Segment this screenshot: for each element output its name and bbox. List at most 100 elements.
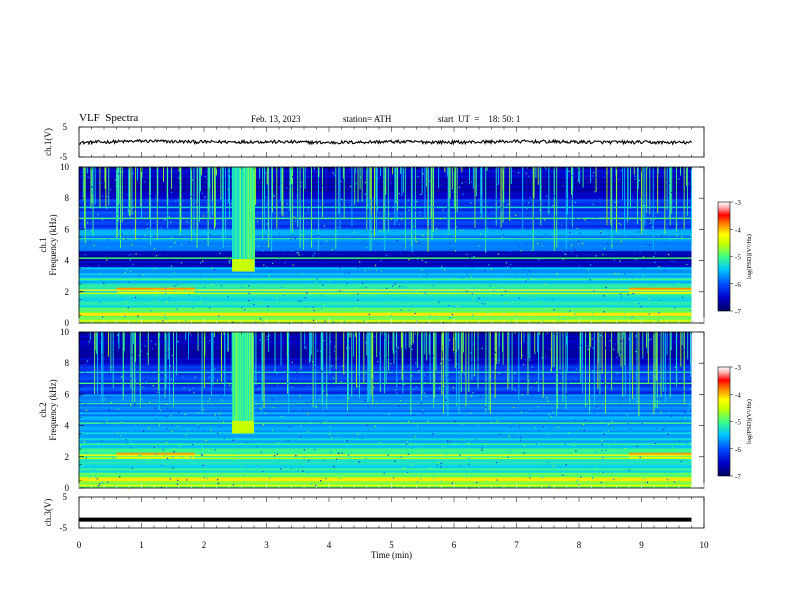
speckle <box>515 214 517 216</box>
speckle <box>539 300 541 302</box>
speckle <box>302 409 304 411</box>
sferic <box>544 167 546 169</box>
speckle <box>276 453 278 455</box>
sferic <box>214 332 215 337</box>
speckle <box>149 227 151 229</box>
speckle <box>567 340 569 342</box>
sferic <box>353 332 355 357</box>
speckle <box>371 210 373 213</box>
speckle <box>579 232 581 235</box>
speckle <box>670 260 672 262</box>
speckle <box>144 199 146 201</box>
speckle <box>164 372 166 374</box>
speckle <box>153 367 155 369</box>
speckle <box>389 209 391 212</box>
sferic <box>263 332 265 408</box>
speckle <box>102 482 105 484</box>
speckle <box>451 482 453 484</box>
speckle <box>466 361 468 363</box>
speckle <box>269 241 271 243</box>
speckle <box>530 386 533 388</box>
speckle <box>278 233 281 235</box>
speckle <box>296 217 299 219</box>
speckle <box>120 435 122 437</box>
speckle <box>420 478 422 480</box>
sferic <box>606 167 608 226</box>
speckle <box>479 395 481 398</box>
speckle <box>468 457 470 459</box>
speckle <box>603 247 606 249</box>
sferic <box>654 332 656 408</box>
speckle <box>439 218 442 220</box>
sferic <box>347 332 349 412</box>
speckle <box>262 424 264 426</box>
speckle <box>154 299 156 301</box>
speckle <box>447 443 449 445</box>
speckle <box>305 306 307 308</box>
speckle <box>296 377 298 379</box>
spec-band <box>79 420 692 423</box>
spec-band <box>79 253 692 256</box>
speckle <box>510 403 512 405</box>
speckle <box>368 313 370 316</box>
speckle <box>177 199 179 201</box>
x-tick-label: 7 <box>514 540 519 550</box>
speckle <box>106 195 108 198</box>
speckle <box>619 260 621 262</box>
speckle <box>348 482 350 484</box>
burst-streak <box>239 332 241 434</box>
speckle <box>580 345 582 347</box>
sferic <box>538 332 540 392</box>
speckle <box>259 304 262 306</box>
speckle <box>203 231 205 233</box>
speckle <box>440 196 443 198</box>
spec-band <box>79 362 692 365</box>
speckle <box>674 366 677 368</box>
sferic <box>369 332 371 402</box>
speckle <box>123 261 125 263</box>
spec-band <box>79 406 692 409</box>
sferic <box>388 332 390 371</box>
speckle <box>306 472 309 474</box>
speckle <box>290 238 292 241</box>
speckle <box>296 371 298 374</box>
sferic <box>121 167 123 223</box>
ch3-ytick-label: 8 <box>65 358 70 368</box>
speckle <box>448 317 450 319</box>
speckle <box>112 457 115 459</box>
sferic <box>431 167 433 240</box>
speckle <box>415 290 418 293</box>
speckle <box>178 184 180 186</box>
speckle <box>392 285 394 287</box>
speckle <box>89 241 91 243</box>
speckle <box>442 358 444 360</box>
sferic <box>426 167 427 187</box>
speckle <box>216 397 218 399</box>
speckle <box>401 421 403 423</box>
speckle <box>672 307 675 309</box>
speckle <box>126 268 128 271</box>
speckle <box>243 474 245 476</box>
speckle <box>132 388 134 390</box>
speckle <box>141 458 143 460</box>
speckle <box>144 181 146 183</box>
spec-band <box>79 275 692 278</box>
sferic <box>486 167 488 171</box>
speckle <box>500 228 502 230</box>
speckle <box>182 290 185 293</box>
speckle <box>207 477 209 480</box>
speckle <box>287 439 289 441</box>
speckle <box>666 479 669 481</box>
sferic <box>611 167 613 249</box>
speckle <box>641 423 643 425</box>
speckle <box>646 441 648 443</box>
speckle <box>153 343 155 345</box>
sferic <box>409 332 411 334</box>
sferic <box>149 167 151 220</box>
speckle <box>278 186 280 189</box>
speckle <box>273 406 275 409</box>
speckle <box>288 296 290 298</box>
sferic <box>354 167 356 173</box>
speckle <box>325 240 328 242</box>
speckle <box>133 206 135 208</box>
